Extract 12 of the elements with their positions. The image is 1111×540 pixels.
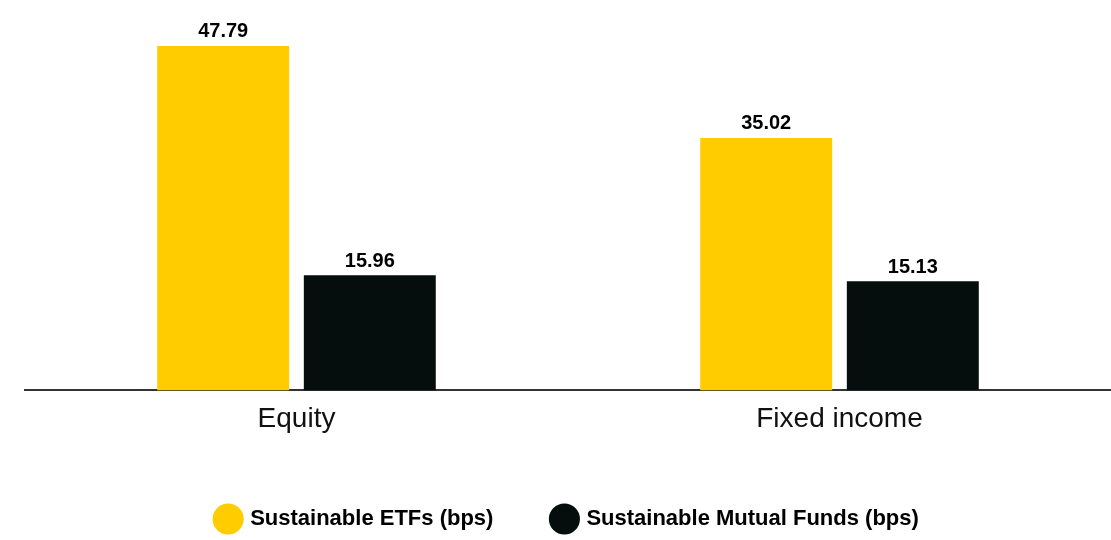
data-label: 15.13 [887,254,938,277]
bar [303,275,436,391]
data-label: 47.79 [198,19,249,42]
bar [846,281,979,391]
data-label: 15.96 [344,248,395,271]
x-tick-label: Fixed income [756,401,923,433]
data-label: 35.02 [741,111,792,134]
x-tick-label: Equity [257,401,336,433]
bar [157,45,290,391]
legend-label: Sustainable ETFs (bps) [250,505,494,531]
bar [700,137,833,391]
legend-label: Sustainable Mutual Funds (bps) [586,505,919,531]
